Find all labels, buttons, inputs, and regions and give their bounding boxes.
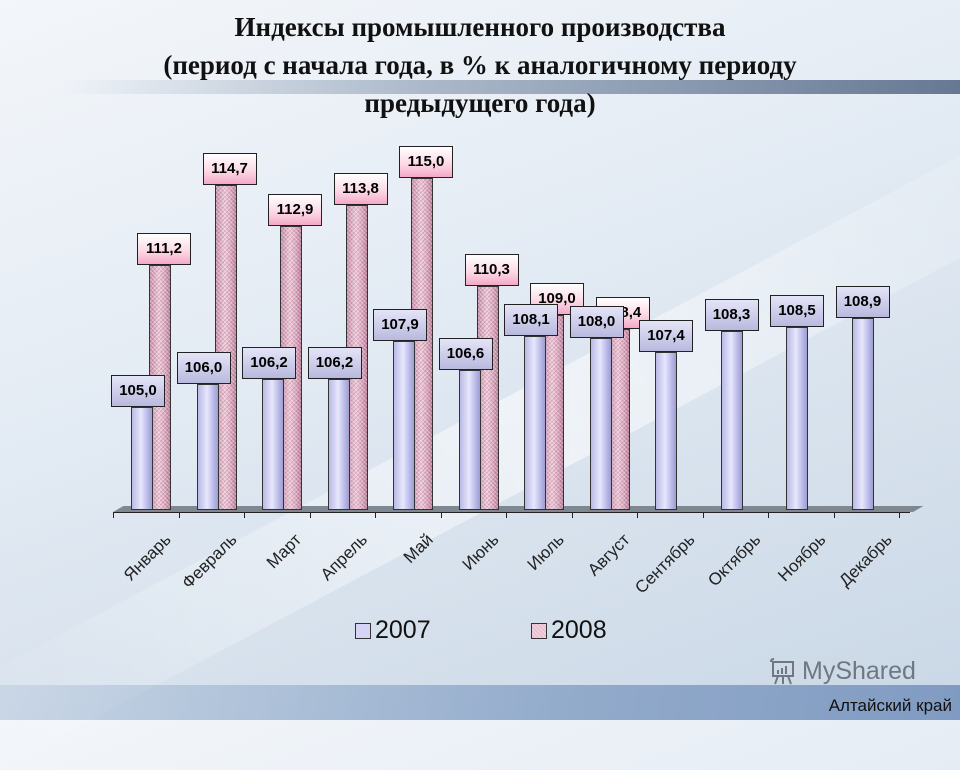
x-axis-tick: [637, 512, 638, 518]
data-label-2007: 107,4: [639, 319, 693, 352]
x-axis: [113, 512, 910, 513]
x-axis-tick: [309, 512, 311, 518]
title-line-2: (период с начала года, в % к аналогичном…: [163, 50, 797, 80]
category-label: Май: [399, 530, 437, 567]
watermark-text: MyShared: [802, 657, 916, 685]
bar-2008: [214, 184, 237, 510]
title-line-3: предыдущего года): [364, 88, 596, 118]
category-label: Июль: [523, 530, 568, 575]
data-label-2008: 114,7: [202, 152, 257, 185]
bar-2007: [262, 379, 284, 510]
x-axis-tick: [178, 512, 180, 518]
legend-item-2008: 2008: [531, 616, 607, 645]
data-label-2007: 108,1: [504, 303, 558, 336]
data-label-2007: 107,9: [373, 308, 427, 341]
x-axis-tick: [833, 512, 835, 518]
category-label: Август: [583, 530, 634, 580]
bar-2007: [327, 379, 350, 510]
x-axis-tick: [571, 512, 573, 518]
bar-2007: [655, 351, 677, 510]
data-label-2007: 108,0: [569, 306, 624, 339]
category-label: Январь: [120, 530, 175, 585]
data-label-2007: 108,9: [835, 285, 890, 318]
x-axis-tick: [113, 512, 114, 518]
data-label-2007: 106,2: [307, 347, 362, 380]
presentation-board-icon: [770, 657, 794, 684]
legend-item-2007: 2007: [355, 616, 431, 645]
bottom-band: [0, 685, 960, 720]
category-label: Февраль: [177, 530, 241, 593]
data-label-2008: 110,3: [464, 253, 519, 286]
bar-2007: [851, 317, 874, 510]
data-label-2008: 115,0: [399, 145, 453, 178]
category-label: Март: [262, 530, 306, 573]
data-label-2007: 108,5: [770, 294, 824, 327]
legend-label: 2007: [375, 616, 431, 644]
x-axis-tick: [244, 512, 245, 518]
bar-2007: [524, 335, 546, 510]
chart-title: Индексы промышленного производства (пери…: [0, 8, 960, 122]
data-label-2007: 106,2: [242, 347, 296, 380]
data-label-2008: 112,9: [268, 194, 322, 227]
x-axis-tick: [899, 512, 900, 518]
data-label-2008: 113,8: [333, 173, 388, 206]
x-axis-tick: [702, 512, 704, 518]
bar-2007: [131, 406, 153, 510]
data-label-2007: 108,3: [704, 299, 759, 332]
data-label-2008: 111,2: [137, 232, 191, 265]
title-divider-bar: [60, 80, 960, 94]
category-label: Октябрь: [703, 530, 764, 591]
bar-chart: 111,2 105,0 Январь 114,7 106,0 Февраль 112,9 10…: [111, 145, 924, 598]
category-label: Декабрь: [834, 530, 896, 591]
category-label: Сентябрь: [631, 530, 699, 598]
region-label: Алтайский край: [828, 696, 952, 715]
x-axis-tick: [375, 512, 376, 518]
data-label-2007: 105,0: [111, 374, 165, 407]
x-axis-tick: [440, 512, 442, 518]
bar-2007: [458, 370, 481, 510]
bar-2007: [786, 326, 808, 510]
legend-swatch-2008: [531, 622, 547, 639]
title-line-1: Индексы промышленного производства: [234, 12, 726, 42]
category-label: Апрель: [316, 530, 371, 585]
category-label: Июнь: [458, 530, 503, 574]
category-label: Ноябрь: [774, 530, 830, 586]
data-label-2007: 106,6: [438, 338, 493, 371]
bar-2007: [589, 338, 612, 510]
watermark: MyShared: [768, 657, 916, 686]
bar-2007: [720, 331, 743, 510]
legend-label: 2008: [551, 616, 607, 644]
data-label-2007: 106,0: [176, 352, 231, 385]
bar-2007: [196, 384, 219, 510]
x-axis-tick: [506, 512, 507, 518]
bar-2007: [393, 340, 415, 510]
legend-swatch-2007: [355, 622, 371, 639]
x-axis-tick: [768, 512, 769, 518]
